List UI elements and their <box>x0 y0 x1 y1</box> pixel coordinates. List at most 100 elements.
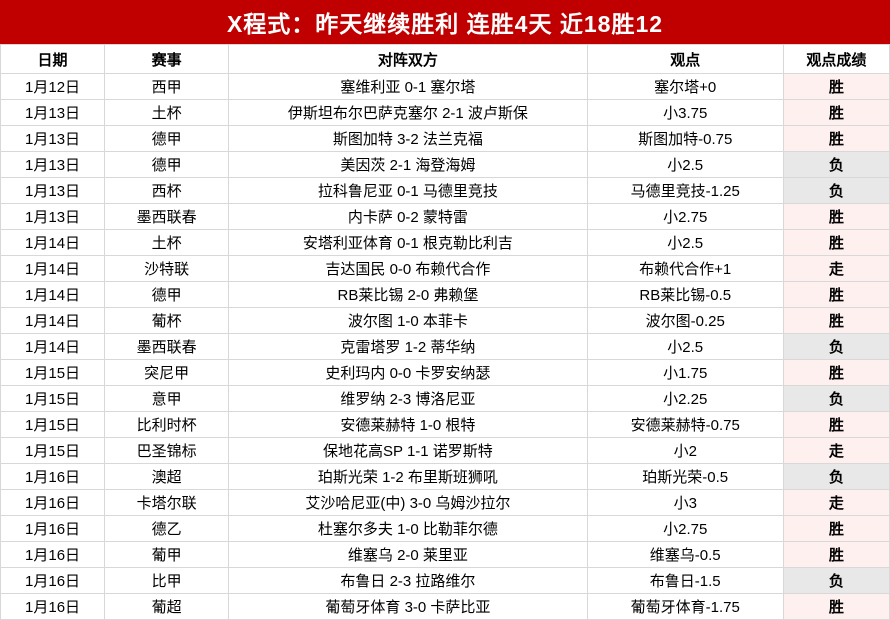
cell-date: 1月13日 <box>0 125 106 152</box>
cell-date: 1月15日 <box>0 385 106 412</box>
table-row: 1月14日 葡杯 波尔图 1-0 本菲卡 波尔图-0.25 胜 <box>0 307 890 334</box>
cell-view: 安德莱赫特-0.75 <box>586 411 784 438</box>
cell-view: 马德里竞技-1.25 <box>586 177 784 204</box>
cell-league: 葡杯 <box>104 307 230 334</box>
cell-view: 维塞乌-0.5 <box>586 541 784 568</box>
cell-league: 巴圣锦标 <box>104 437 230 464</box>
cell-result: 胜 <box>782 593 890 620</box>
table-row: 1月16日 澳超 珀斯光荣 1-2 布里斯班狮吼 珀斯光荣-0.5 负 <box>0 463 890 490</box>
cell-result: 负 <box>782 385 890 412</box>
table-header: 日期 赛事 对阵双方 观点 观点成绩 <box>0 44 890 74</box>
table-row: 1月13日 德甲 斯图加特 3-2 法兰克福 斯图加特-0.75 胜 <box>0 125 890 152</box>
cell-league: 西甲 <box>104 73 230 100</box>
cell-league: 德甲 <box>104 125 230 152</box>
cell-view: 塞尔塔+0 <box>586 73 784 100</box>
cell-date: 1月13日 <box>0 203 106 230</box>
cell-result: 胜 <box>782 541 890 568</box>
table-body: 1月12日 西甲 塞维利亚 0-1 塞尔塔 塞尔塔+0 胜 1月13日 土杯 伊斯坦布尔巴萨克… <box>0 73 890 620</box>
cell-match: 维塞乌 2-0 莱里亚 <box>228 541 588 568</box>
cell-view: 小2.25 <box>586 385 784 412</box>
cell-result: 胜 <box>782 229 890 256</box>
cell-view: 小2.75 <box>586 203 784 230</box>
cell-view: 葡萄牙体育-1.75 <box>586 593 784 620</box>
cell-date: 1月16日 <box>0 463 106 490</box>
table-row: 1月12日 西甲 塞维利亚 0-1 塞尔塔 塞尔塔+0 胜 <box>0 73 890 100</box>
cell-result: 胜 <box>782 307 890 334</box>
cell-league: 比利时杯 <box>104 411 230 438</box>
table-row: 1月15日 意甲 维罗纳 2-3 博洛尼亚 小2.25 负 <box>0 385 890 412</box>
table-row: 1月13日 墨西联春 内卡萨 0-2 蒙特雷 小2.75 胜 <box>0 203 890 230</box>
cell-view: 珀斯光荣-0.5 <box>586 463 784 490</box>
table-row: 1月16日 卡塔尔联 艾沙哈尼亚(中) 3-0 乌姆沙拉尔 小3 走 <box>0 489 890 516</box>
cell-league: 墨西联春 <box>104 203 230 230</box>
column-header-league: 赛事 <box>104 44 230 74</box>
cell-league: 墨西联春 <box>104 333 230 360</box>
table-row: 1月16日 德乙 杜塞尔多夫 1-0 比勒菲尔德 小2.75 胜 <box>0 515 890 542</box>
table-row: 1月15日 比利时杯 安德莱赫特 1-0 根特 安德莱赫特-0.75 胜 <box>0 411 890 438</box>
cell-date: 1月15日 <box>0 359 106 386</box>
cell-match: 伊斯坦布尔巴萨克塞尔 2-1 波卢斯保 <box>228 99 588 126</box>
cell-date: 1月14日 <box>0 229 106 256</box>
cell-match: 布鲁日 2-3 拉路维尔 <box>228 567 588 594</box>
cell-view: 小1.75 <box>586 359 784 386</box>
cell-result: 胜 <box>782 203 890 230</box>
cell-view: 小3 <box>586 489 784 516</box>
cell-match: 葡萄牙体育 3-0 卡萨比亚 <box>228 593 588 620</box>
table-row: 1月16日 葡甲 维塞乌 2-0 莱里亚 维塞乌-0.5 胜 <box>0 541 890 568</box>
cell-result: 负 <box>782 463 890 490</box>
cell-date: 1月14日 <box>0 333 106 360</box>
cell-match: 安塔利亚体育 0-1 根克勒比利吉 <box>228 229 588 256</box>
cell-league: 沙特联 <box>104 255 230 282</box>
column-header-result: 观点成绩 <box>782 44 890 74</box>
cell-result: 胜 <box>782 125 890 152</box>
cell-match: 杜塞尔多夫 1-0 比勒菲尔德 <box>228 515 588 542</box>
cell-match: 维罗纳 2-3 博洛尼亚 <box>228 385 588 412</box>
table-row: 1月14日 土杯 安塔利亚体育 0-1 根克勒比利吉 小2.5 胜 <box>0 229 890 256</box>
table-row: 1月16日 比甲 布鲁日 2-3 拉路维尔 布鲁日-1.5 负 <box>0 567 890 594</box>
table-row: 1月16日 葡超 葡萄牙体育 3-0 卡萨比亚 葡萄牙体育-1.75 胜 <box>0 593 890 620</box>
cell-league: 卡塔尔联 <box>104 489 230 516</box>
cell-match: 塞维利亚 0-1 塞尔塔 <box>228 73 588 100</box>
cell-match: 保地花高SP 1-1 诺罗斯特 <box>228 437 588 464</box>
cell-date: 1月16日 <box>0 489 106 516</box>
cell-date: 1月13日 <box>0 177 106 204</box>
cell-result: 胜 <box>782 99 890 126</box>
cell-view: 布鲁日-1.5 <box>586 567 784 594</box>
cell-result: 胜 <box>782 359 890 386</box>
cell-result: 走 <box>782 255 890 282</box>
cell-date: 1月13日 <box>0 151 106 178</box>
page-title-text: X程式：昨天继续胜利 连胜4天 近18胜12 <box>226 11 664 37</box>
cell-match: 美因茨 2-1 海登海姆 <box>228 151 588 178</box>
cell-result: 胜 <box>782 411 890 438</box>
cell-league: 西杯 <box>104 177 230 204</box>
cell-match: 波尔图 1-0 本菲卡 <box>228 307 588 334</box>
cell-match: 克雷塔罗 1-2 蒂华纳 <box>228 333 588 360</box>
column-header-match: 对阵双方 <box>228 44 588 74</box>
table-row: 1月14日 德甲 RB莱比锡 2-0 弗赖堡 RB莱比锡-0.5 胜 <box>0 281 890 308</box>
cell-match: 吉达国民 0-0 布赖代合作 <box>228 255 588 282</box>
cell-league: 土杯 <box>104 99 230 126</box>
cell-match: 艾沙哈尼亚(中) 3-0 乌姆沙拉尔 <box>228 489 588 516</box>
table-row: 1月14日 沙特联 吉达国民 0-0 布赖代合作 布赖代合作+1 走 <box>0 255 890 282</box>
cell-league: 比甲 <box>104 567 230 594</box>
cell-match: 斯图加特 3-2 法兰克福 <box>228 125 588 152</box>
cell-view: 小2 <box>586 437 784 464</box>
cell-match: 史利玛内 0-0 卡罗安纳瑟 <box>228 359 588 386</box>
cell-result: 胜 <box>782 515 890 542</box>
cell-match: 珀斯光荣 1-2 布里斯班狮吼 <box>228 463 588 490</box>
cell-league: 德乙 <box>104 515 230 542</box>
results-table: 日期 赛事 对阵双方 观点 观点成绩 1月12日 西甲 塞维利亚 0-1 塞尔塔 塞尔… <box>0 44 890 620</box>
cell-date: 1月16日 <box>0 541 106 568</box>
table-row: 1月15日 突尼甲 史利玛内 0-0 卡罗安纳瑟 小1.75 胜 <box>0 359 890 386</box>
cell-league: 澳超 <box>104 463 230 490</box>
cell-date: 1月15日 <box>0 411 106 438</box>
cell-league: 葡超 <box>104 593 230 620</box>
table-row: 1月14日 墨西联春 克雷塔罗 1-2 蒂华纳 小2.5 负 <box>0 333 890 360</box>
cell-result: 走 <box>782 437 890 464</box>
cell-view: 斯图加特-0.75 <box>586 125 784 152</box>
cell-result: 负 <box>782 177 890 204</box>
cell-date: 1月16日 <box>0 593 106 620</box>
cell-league: 葡甲 <box>104 541 230 568</box>
cell-view: 小2.75 <box>586 515 784 542</box>
